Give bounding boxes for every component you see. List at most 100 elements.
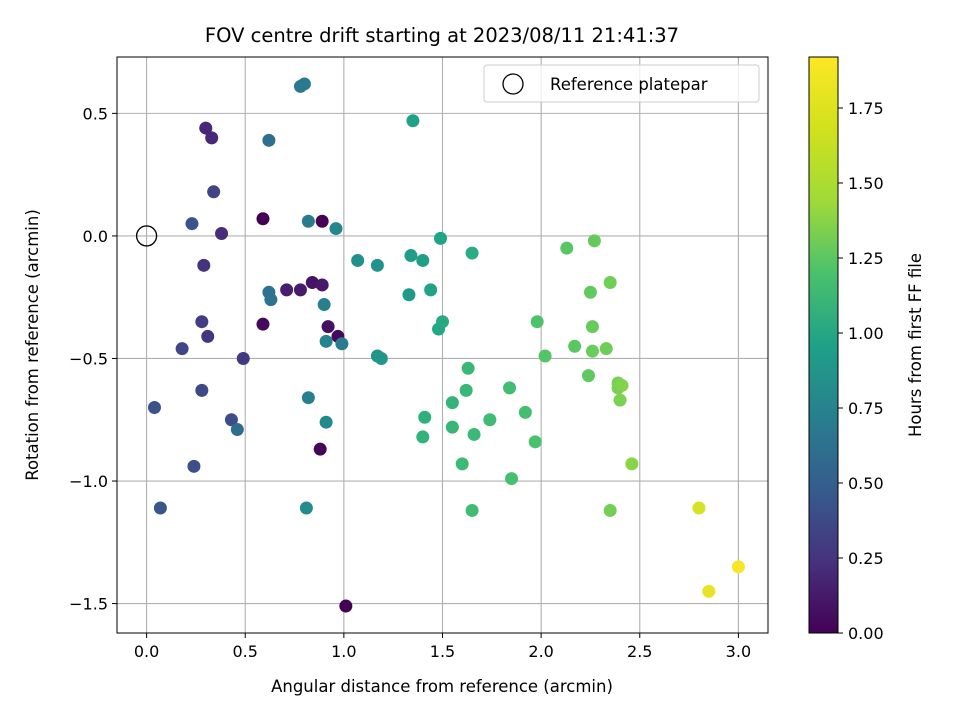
data-point [581,369,595,383]
colorbar-tick-label: 1.75 [848,99,884,118]
data-point [187,459,201,473]
data-point [404,249,418,263]
x-tick-label: 2.0 [528,642,553,661]
data-point [370,258,384,272]
plot-area [116,56,769,634]
data-point [406,114,420,128]
colorbar-tick-label: 0.75 [848,399,884,418]
data-point [374,351,388,365]
data-point [215,226,229,240]
data-point [568,339,582,353]
data-point [467,427,481,441]
colorbar-tick-label: 0.00 [848,624,884,643]
data-point [599,342,613,356]
colorbar-tick-label: 0.50 [848,474,884,493]
data-point [299,501,313,515]
x-tick-label: 2.5 [627,642,652,661]
data-point [603,275,617,289]
data-point [297,77,311,91]
x-axis-ticks: 0.0 0.5 1.0 1.5 2.0 2.5 3.0 [134,633,751,661]
colorbar-tick-label: 1.00 [848,324,884,343]
data-point [319,334,333,348]
data-point [731,560,745,574]
data-point [418,410,432,424]
colorbar-gradient [809,57,838,633]
chart-title: FOV centre drift starting at 2023/08/11 … [205,24,679,47]
data-point [147,401,161,415]
data-point [503,381,517,395]
data-point [615,378,629,392]
data-point [455,457,469,471]
data-points [147,77,745,613]
data-point [197,258,211,272]
data-point [321,320,335,334]
data-point [702,584,716,598]
data-point [301,214,315,228]
data-point [315,214,329,228]
data-point [280,283,294,297]
data-point [195,315,209,329]
colorbar-tick-label: 0.25 [848,549,884,568]
data-point [483,413,497,427]
data-point [230,423,244,437]
data-point [528,435,542,449]
data-point [436,315,449,329]
data-point [317,298,331,312]
data-point [560,241,574,255]
legend-label: Reference platepar [550,75,708,94]
data-point [199,121,213,135]
data-point [518,405,532,419]
x-axis-title: Angular distance from reference (arcmin) [271,677,613,696]
x-tick-label: 3.0 [726,642,751,661]
data-point [402,288,416,302]
data-point [434,231,448,245]
data-point [445,396,459,410]
legend: Reference platepar [483,64,760,103]
data-point [301,391,315,405]
data-point [205,131,219,145]
data-point [335,337,349,351]
data-point [585,344,599,358]
data-point [538,349,552,363]
data-point [264,293,278,307]
data-point [465,503,479,517]
y-tick-label: 0.0 [83,227,108,246]
data-point [459,383,473,397]
data-point [195,383,209,397]
data-point [207,185,221,199]
data-point [224,413,238,427]
data-point [319,415,333,429]
data-point [262,133,276,147]
data-point [175,342,189,356]
data-point [613,393,627,407]
x-tick-label: 0.5 [233,642,258,661]
colorbar-frame [808,56,839,634]
legend-marker [502,73,524,95]
data-point [603,503,617,517]
data-point [530,315,544,329]
y-tick-label: 0.5 [83,104,108,123]
data-point [313,442,327,456]
data-point [201,329,215,343]
data-point [692,501,706,515]
data-point [329,222,343,236]
y-axis-ticks: 0.5 0.0 −0.5 −1.0 −1.5 [69,104,117,614]
data-point [424,283,438,297]
colorbar-title: Hours from first FF file [906,253,925,437]
data-point [236,351,250,365]
y-tick-label: −0.5 [69,349,108,368]
x-tick-label: 0.0 [134,642,159,661]
y-tick-label: −1.0 [69,472,108,491]
data-point [351,253,365,267]
data-point [293,283,307,297]
legend-box [483,64,760,103]
data-point [505,472,519,486]
y-axis-title: Rotation from reference (arcmin) [23,209,42,481]
data-point [339,599,353,613]
colorbar-tick-label: 1.25 [848,249,884,268]
data-point [625,457,639,471]
data-point [305,275,319,289]
reference-platepar-marker [135,225,158,247]
data-point [153,501,167,515]
